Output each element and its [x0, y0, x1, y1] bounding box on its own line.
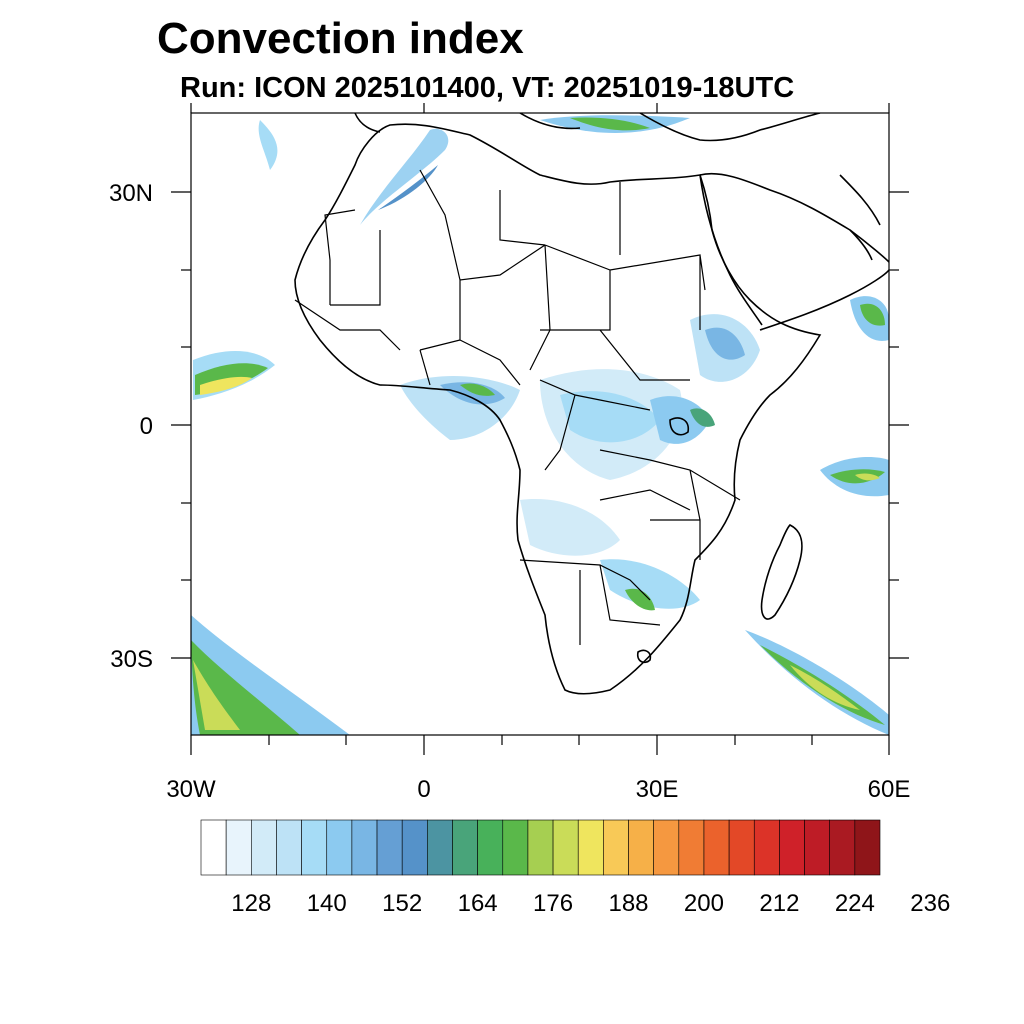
colorbar-box [200, 819, 227, 876]
colorbar-box [376, 819, 403, 876]
lat-label-0: 0 [140, 413, 153, 440]
arabia-coastline [699, 172, 889, 331]
chart-title: Convection index [157, 14, 524, 63]
colorbar-box [653, 819, 680, 876]
colorbar-box [452, 819, 478, 876]
country-borders [294, 169, 741, 645]
colorbar-box [603, 819, 629, 876]
caspian-gulf [839, 174, 881, 261]
colorbar-box [326, 819, 353, 876]
colorbar: 128 140 152 164 176 188 200 212 224 236 [200, 819, 950, 917]
colorbar-box [804, 819, 831, 876]
convection-shading [191, 115, 889, 735]
colorbar-box [401, 819, 428, 876]
colorbar-box [502, 819, 529, 876]
colorbar-label: 188 [608, 890, 648, 917]
lon-label-60e: 60E [868, 776, 911, 803]
map-frame [190, 112, 890, 736]
lon-label-0: 0 [417, 776, 430, 803]
chart-subtitle: Run: ICON 2025101400, VT: 20251019-18UTC [180, 72, 795, 104]
lake-victoria [669, 417, 690, 436]
colorbar-box [779, 819, 805, 876]
colorbar-label: 128 [231, 890, 271, 917]
colorbar-label: 200 [684, 890, 724, 917]
colorbar-label: 140 [307, 890, 347, 917]
colorbar-box [552, 819, 579, 876]
colorbar-box [276, 819, 302, 876]
colorbar-box [678, 819, 705, 876]
colorbar-box [301, 819, 328, 876]
red-sea [699, 174, 763, 326]
colorbar-box [351, 819, 378, 876]
longitude-labels: 30W 0 30E 60E [166, 776, 910, 803]
latitude-labels: 30N 0 30S [109, 180, 153, 673]
colorbar-label: 224 [835, 890, 875, 917]
colorbar-box [577, 819, 604, 876]
colorbar-box [753, 819, 780, 876]
colorbar-label: 164 [458, 890, 498, 917]
precip-area-southern-africa [520, 499, 620, 556]
precip-area-east-africa [650, 396, 710, 444]
africa-coastline [294, 123, 822, 695]
lesotho-border [636, 649, 652, 664]
colorbar-label: 236 [910, 890, 950, 917]
colorbar-box [527, 819, 554, 876]
precip-area-northwest [360, 128, 449, 225]
lat-label-30s: 30S [110, 646, 153, 673]
colorbar-box [225, 819, 252, 876]
lat-label-30n: 30N [109, 180, 153, 207]
colorbar-label: 152 [382, 890, 422, 917]
colorbar-box [829, 819, 856, 876]
coastlines [294, 113, 889, 695]
colorbar-label: 212 [759, 890, 799, 917]
colorbar-box [703, 819, 730, 876]
colorbar-label: 176 [533, 890, 573, 917]
lon-label-30e: 30E [636, 776, 679, 803]
colorbar-box [251, 819, 277, 876]
madagascar-coastline [760, 524, 803, 620]
lon-label-30w: 30W [166, 776, 216, 803]
axis-ticks [171, 103, 909, 755]
colorbar-box [854, 819, 881, 876]
colorbar-box [728, 819, 755, 876]
colorbar-box [628, 819, 654, 876]
colorbar-box [427, 819, 453, 876]
colorbar-box [477, 819, 504, 876]
mediterranean-north-coast [354, 113, 821, 142]
